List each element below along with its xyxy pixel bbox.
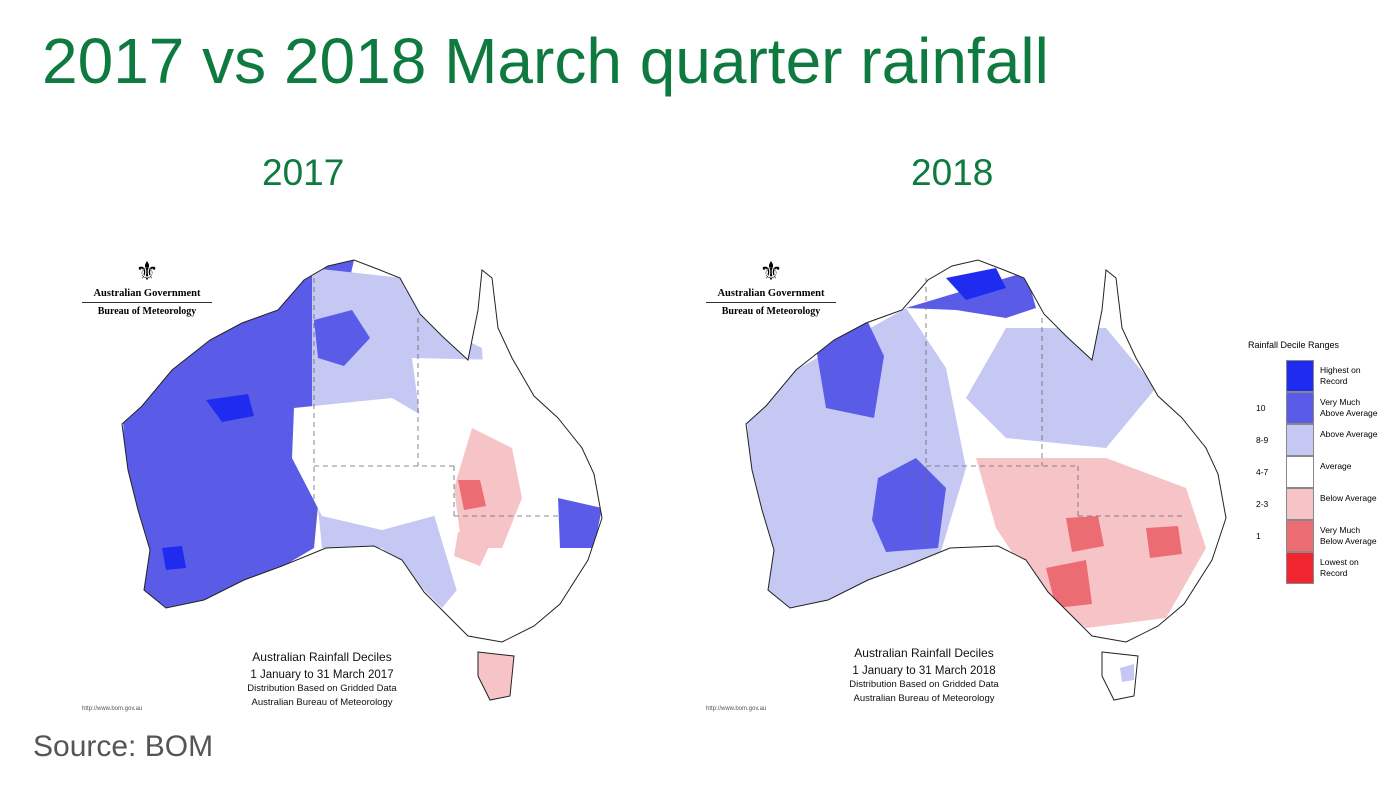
map-2018-region-northwest (816, 318, 884, 418)
legend-range: 4-7 (1256, 467, 1269, 477)
legend-range: 8-9 (1256, 435, 1269, 445)
map-2017-region-below-2 (454, 532, 492, 566)
legend-label: Very Much Below Average (1320, 525, 1377, 546)
map-2017-caption-title: Australian Rainfall Deciles (252, 650, 392, 664)
map-2018-region-record (946, 268, 1006, 300)
legend-label-line2: Record (1320, 567, 1348, 578)
map-2018-caption-note2: Australian Bureau of Meteorology (853, 692, 995, 704)
map-2018-region-north-east (966, 328, 1156, 448)
legend-label: Below Average (1320, 493, 1377, 504)
coat-of-arms-icon: ⚜ (135, 256, 159, 286)
legend-row: 8-9 Above Average (1248, 424, 1393, 456)
legend-swatch (1286, 520, 1314, 552)
map-2017-gov-name: Australian Government (82, 288, 212, 303)
legend-label: Average (1320, 461, 1352, 472)
map-2018-region-very-below-1 (1046, 560, 1092, 608)
year-label-2017: 2017 (262, 152, 345, 193)
map-2018-region-very-below-2 (1066, 516, 1104, 552)
map-2017-region-record-2 (162, 546, 186, 570)
legend-label-line1: Below Average (1320, 493, 1377, 503)
map-2018-url: http://www.bom.gov.au (706, 706, 767, 712)
legend-swatch (1286, 456, 1314, 488)
rainfall-map-2018: ⚜ Australian Government Bureau of Meteor… (706, 248, 1286, 718)
rainfall-map-2017: ⚜ Australian Government Bureau of Meteor… (82, 248, 662, 718)
legend-range: 2-3 (1256, 499, 1269, 509)
map-2017-tasmania (477, 651, 515, 701)
map-2018-caption: Australian Rainfall Deciles 1 January to… (804, 646, 1044, 705)
decile-legend: Rainfall Decile Ranges Highest on Record 1… (1248, 340, 1393, 584)
map-2018-gov-name: Australian Government (706, 288, 836, 303)
map-2018-caption-period: 1 January to 31 March 2018 (852, 665, 996, 677)
legend-row: Lowest on Record (1248, 552, 1393, 584)
map-2017-region-below-1 (454, 428, 522, 548)
legend-label-line2: Above Average (1320, 407, 1378, 418)
map-2017-caption-note2: Australian Bureau of Meteorology (251, 696, 393, 708)
legend-label-line1: Very Much (1320, 397, 1361, 407)
legend-label-line2: Below Average (1320, 535, 1377, 546)
legend-row: 10 Very Much Above Average (1248, 392, 1393, 424)
coat-of-arms-icon: ⚜ (759, 256, 783, 286)
legend-range: 1 (1256, 531, 1261, 541)
map-2018-region-central (872, 458, 946, 552)
map-2018-gov-block: ⚜ Australian Government Bureau of Meteor… (706, 256, 836, 317)
legend-label-line1: Very Much (1320, 525, 1361, 535)
map-2017-caption-period: 1 January to 31 March 2017 (250, 669, 394, 681)
legend-label-line2: Record (1320, 375, 1348, 386)
legend-label-line1: Average (1320, 461, 1352, 471)
legend-swatch (1286, 424, 1314, 456)
map-2017-region-average (292, 398, 456, 530)
map-2017-region-record-1 (206, 394, 254, 422)
map-2017-region-west (122, 260, 354, 608)
legend-swatch (1286, 392, 1314, 424)
map-2018-coastline (745, 259, 1227, 643)
legend-row: 1 Very Much Below Average (1248, 520, 1393, 552)
map-2018-tasmania-above (1120, 664, 1134, 682)
slide-title: 2017 vs 2018 March quarter rainfall (42, 25, 1049, 97)
map-2018-caption-title: Australian Rainfall Deciles (854, 646, 994, 660)
legend-label-line1: Highest on (1320, 365, 1361, 375)
legend-row: 2-3 Below Average (1248, 488, 1393, 520)
map-2018-tasmania (1101, 651, 1139, 701)
map-2017-coastline (121, 259, 603, 643)
map-2017-url: http://www.bom.gov.au (82, 706, 143, 712)
map-2017-graphic (121, 259, 603, 701)
legend-title: Rainfall Decile Ranges (1248, 340, 1340, 350)
map-2017-caption-note1: Distribution Based on Gridded Data (247, 683, 397, 694)
map-2017-region-very-below (458, 480, 486, 510)
legend-swatch (1286, 360, 1314, 392)
legend-label: Lowest on Record (1320, 557, 1359, 578)
map-2018-gov-dept: Bureau of Meteorology (721, 306, 821, 317)
legend-range: 10 (1256, 403, 1266, 413)
map-2018-region-very-below-3 (1146, 526, 1182, 558)
map-2017-gov-block: ⚜ Australian Government Bureau of Meteor… (82, 256, 212, 317)
source-note: Source: BOM (33, 730, 214, 763)
map-2017-gov-dept: Bureau of Meteorology (97, 306, 197, 317)
legend-label: Very Much Above Average (1320, 397, 1378, 418)
legend-rows: Highest on Record 10 Very Much Above Average… (1248, 360, 1393, 584)
legend-swatch (1286, 552, 1314, 584)
legend-label-line1: Lowest on (1320, 557, 1359, 567)
map-2017-region-coast (558, 498, 602, 548)
legend-swatch (1286, 488, 1314, 520)
legend-label-line1: Above Average (1320, 429, 1378, 439)
legend-label: Above Average (1320, 429, 1378, 440)
map-2018-caption-note1: Distribution Based on Gridded Data (849, 679, 999, 690)
map-2017-caption: Australian Rainfall Deciles 1 January to… (202, 650, 442, 709)
legend-row: Highest on Record (1248, 360, 1393, 392)
map-2017-region-north (314, 310, 370, 366)
legend-row: 4-7 Average (1248, 456, 1393, 488)
map-2018-graphic (745, 259, 1227, 701)
legend-label: Highest on Record (1320, 365, 1361, 386)
year-label-2018: 2018 (911, 152, 994, 193)
